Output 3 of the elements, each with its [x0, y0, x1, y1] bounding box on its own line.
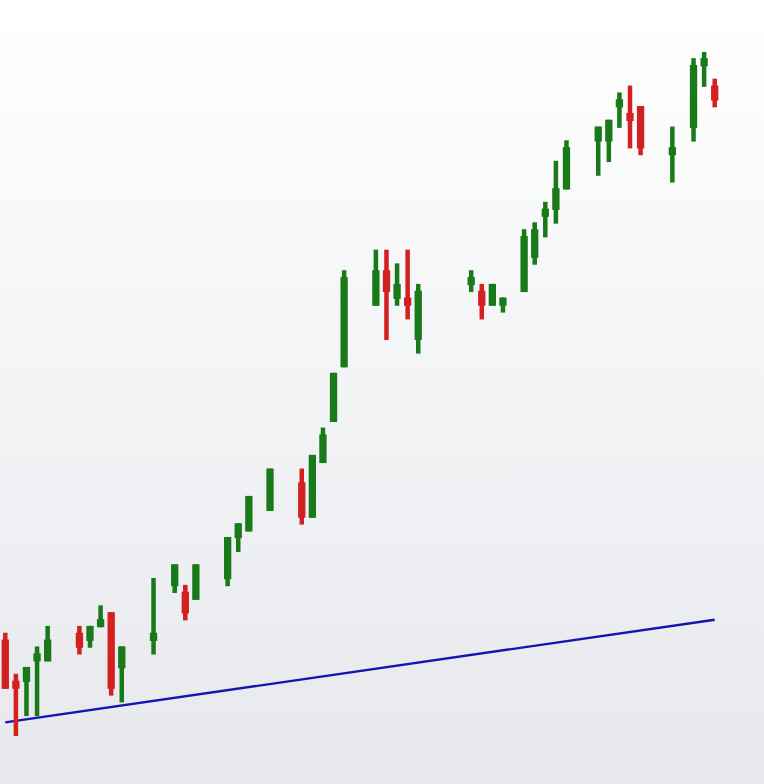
candlestick [403, 249, 412, 320]
candlestick [668, 126, 677, 183]
candlestick [149, 578, 158, 655]
